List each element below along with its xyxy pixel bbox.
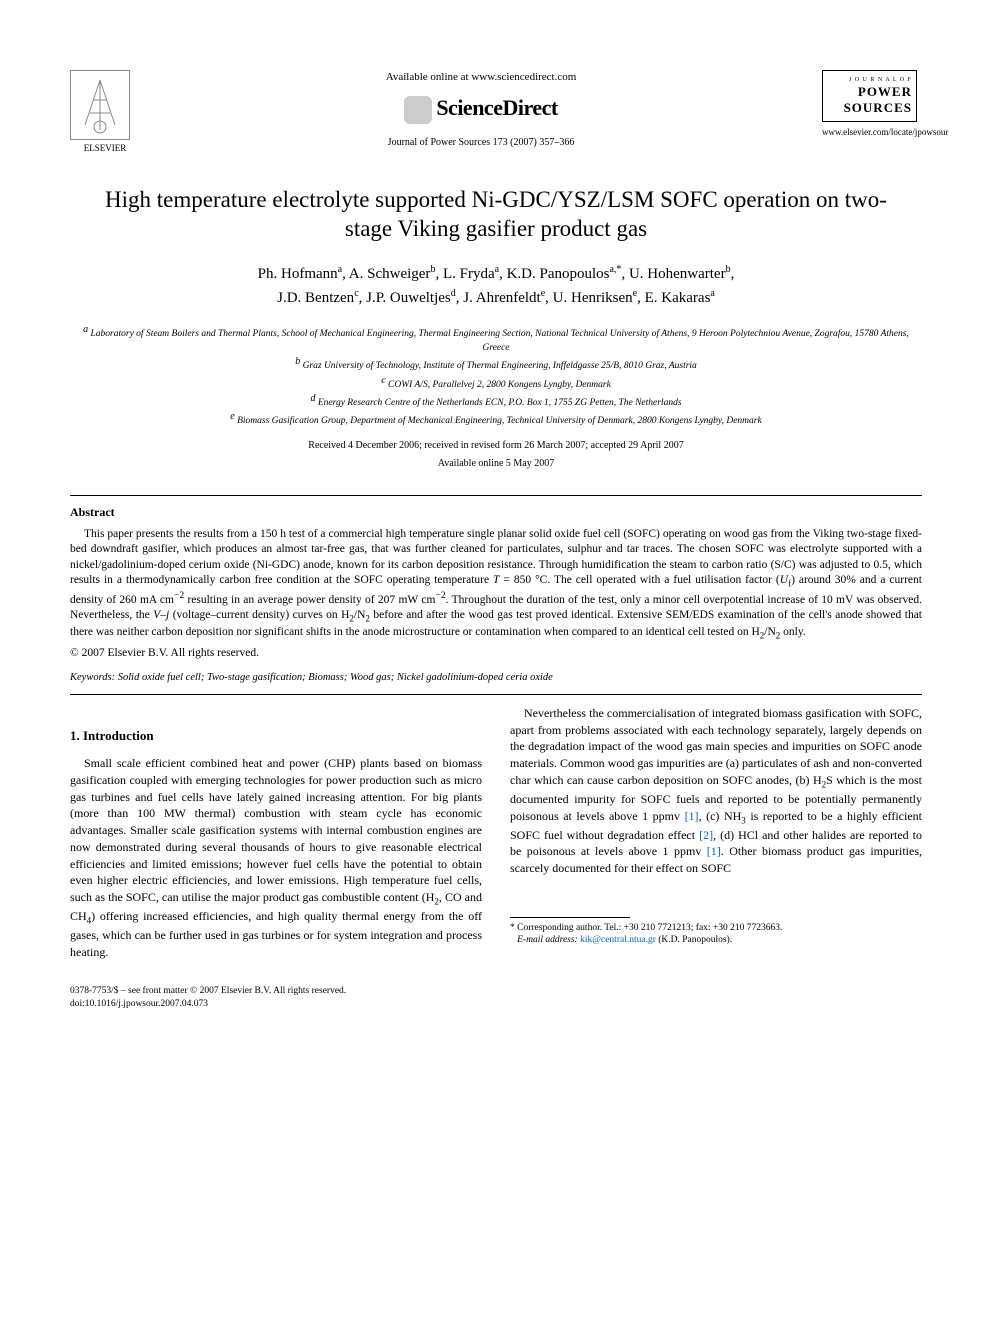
corresponding-author-footnote: * Corresponding author. Tel.: +30 210 77…	[510, 922, 922, 947]
page-footer: 0378-7753/$ – see front matter © 2007 El…	[70, 985, 922, 1012]
abstract-heading: Abstract	[70, 504, 922, 521]
body-columns: 1. Introduction Small scale efficient co…	[70, 705, 922, 961]
available-online-date: Available online 5 May 2007	[70, 457, 922, 471]
abstract-text: This paper presents the results from a 1…	[70, 527, 922, 641]
email-person: (K.D. Panopoulos).	[658, 935, 732, 945]
ref-link-1[interactable]: [1]	[685, 809, 699, 823]
divider	[70, 694, 922, 695]
keywords-text: Solid oxide fuel cell; Two-stage gasific…	[118, 672, 553, 683]
affiliation-c: c COWI A/S, Parallelvej 2, 2800 Kongens …	[70, 374, 922, 392]
page-header: ELSEVIER Available online at www.science…	[70, 70, 922, 155]
sciencedirect-logo: ScienceDirect	[160, 93, 802, 124]
journal-reference: Journal of Power Sources 173 (2007) 357–…	[160, 136, 802, 150]
sciencedirect-icon	[404, 96, 432, 124]
elsevier-label: ELSEVIER	[70, 142, 140, 155]
affiliation-a: a Laboratory of Steam Boilers and Therma…	[70, 323, 922, 355]
author-list: Ph. Hofmanna, A. Schweigerb, L. Frydaa, …	[70, 262, 922, 309]
journal-logo: J O U R N A L O F POWERSOURCES www.elsev…	[822, 70, 922, 139]
corresponding-author: * Corresponding author. Tel.: +30 210 77…	[510, 922, 922, 934]
elsevier-tree-icon	[70, 70, 130, 140]
center-header: Available online at www.sciencedirect.co…	[140, 70, 822, 150]
journal-logo-title: POWERSOURCES	[827, 84, 912, 115]
intro-para-1: Small scale efficient combined heat and …	[70, 755, 482, 961]
footnote-separator	[510, 917, 630, 918]
divider	[70, 495, 922, 496]
footer-line-1: 0378-7753/$ – see front matter © 2007 El…	[70, 985, 922, 998]
ref-link-1b[interactable]: [1]	[707, 844, 721, 858]
journal-logo-box: J O U R N A L O F POWERSOURCES	[822, 70, 917, 122]
email-label: E-mail address:	[517, 935, 578, 945]
affiliation-d: d Energy Research Centre of the Netherla…	[70, 392, 922, 410]
article-dates: Received 4 December 2006; received in re…	[70, 439, 922, 453]
affiliation-b: b Graz University of Technology, Institu…	[70, 355, 922, 373]
email-link[interactable]: kik@central.ntua.gr	[580, 935, 656, 945]
keywords: Keywords: Solid oxide fuel cell; Two-sta…	[70, 671, 922, 686]
journal-logo-top: J O U R N A L O F	[827, 77, 912, 84]
affiliations: a Laboratory of Steam Boilers and Therma…	[70, 323, 922, 429]
sciencedirect-text: ScienceDirect	[436, 95, 557, 120]
email-line: E-mail address: kik@central.ntua.gr (K.D…	[510, 934, 922, 946]
keywords-label: Keywords:	[70, 672, 115, 683]
footer-doi: doi:10.1016/j.jpowsour.2007.04.073	[70, 998, 922, 1011]
article-title: High temperature electrolyte supported N…	[100, 185, 892, 245]
elsevier-logo: ELSEVIER	[70, 70, 140, 155]
journal-url: www.elsevier.com/locate/jpowsour	[822, 126, 922, 139]
ref-link-2[interactable]: [2]	[699, 828, 713, 842]
section-1-heading: 1. Introduction	[70, 727, 482, 745]
affiliation-e: e Biomass Gasification Group, Department…	[70, 410, 922, 428]
available-online-text: Available online at www.sciencedirect.co…	[160, 70, 802, 85]
abstract-copyright: © 2007 Elsevier B.V. All rights reserved…	[70, 645, 922, 661]
intro-para-2: Nevertheless the commercialisation of in…	[510, 705, 922, 877]
